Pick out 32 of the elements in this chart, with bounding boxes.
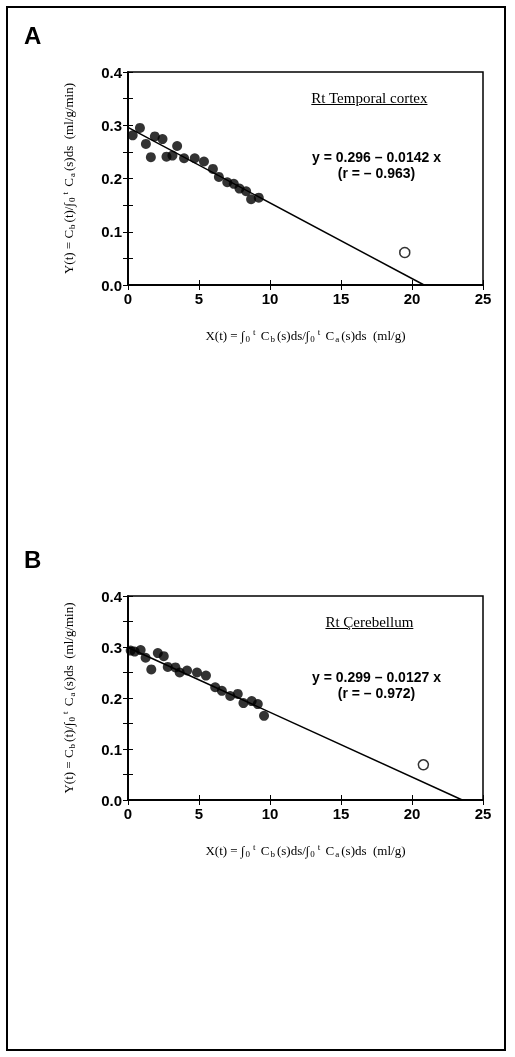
y-tick-label: 0.3 [101, 116, 122, 134]
annotation: Rt Temporal cortex [311, 90, 428, 107]
x-tick-label: 25 [474, 805, 492, 822]
y-tick-label: 0.2 [101, 170, 122, 187]
x-tick-label: 10 [261, 290, 279, 307]
chart-title: A [24, 22, 42, 50]
annotation: y = 0.296 – 0.0142 x [312, 148, 441, 165]
x-tick-label: 15 [332, 290, 350, 307]
y-tick-label: 0.1 [101, 223, 122, 241]
annotation: (r = – 0.963) [337, 164, 416, 181]
annotation: (r = – 0.972) [337, 685, 416, 702]
y-axis-title: Y(t) = Cb(t)/∫0t Ca(s)ds (ml/g/min) [59, 602, 77, 794]
x-tick-label: 25 [474, 290, 492, 307]
y-tick-label: 0.4 [101, 587, 123, 605]
y-tick-label: 0.4 [101, 63, 123, 81]
x-tick-label: 10 [261, 805, 279, 822]
y-tick-label: 0.0 [101, 276, 122, 294]
y-tick-label: 0.3 [101, 638, 122, 656]
x-tick-label: 5 [194, 290, 204, 307]
chart-title: B [24, 546, 42, 574]
y-tick-label: 0.1 [101, 740, 122, 758]
y-tick-label: 0.2 [101, 689, 122, 707]
x-tick-label: 5 [194, 805, 204, 822]
annotation: Rt Çerebellum [325, 614, 414, 631]
y-axis-title: Y(t) = Cb(t)/∫0t Ca(s)ds (ml/g/min) [59, 82, 77, 275]
x-tick-label: 20 [403, 290, 421, 307]
annotation: y = 0.299 – 0.0127 x [312, 669, 441, 686]
y-tick-label: 0.0 [101, 791, 122, 809]
x-tick-label: 15 [332, 805, 350, 822]
x-tick-label: 20 [403, 805, 421, 822]
x-tick-label: 0 [123, 805, 133, 822]
x-tick-label: 0 [123, 290, 133, 307]
